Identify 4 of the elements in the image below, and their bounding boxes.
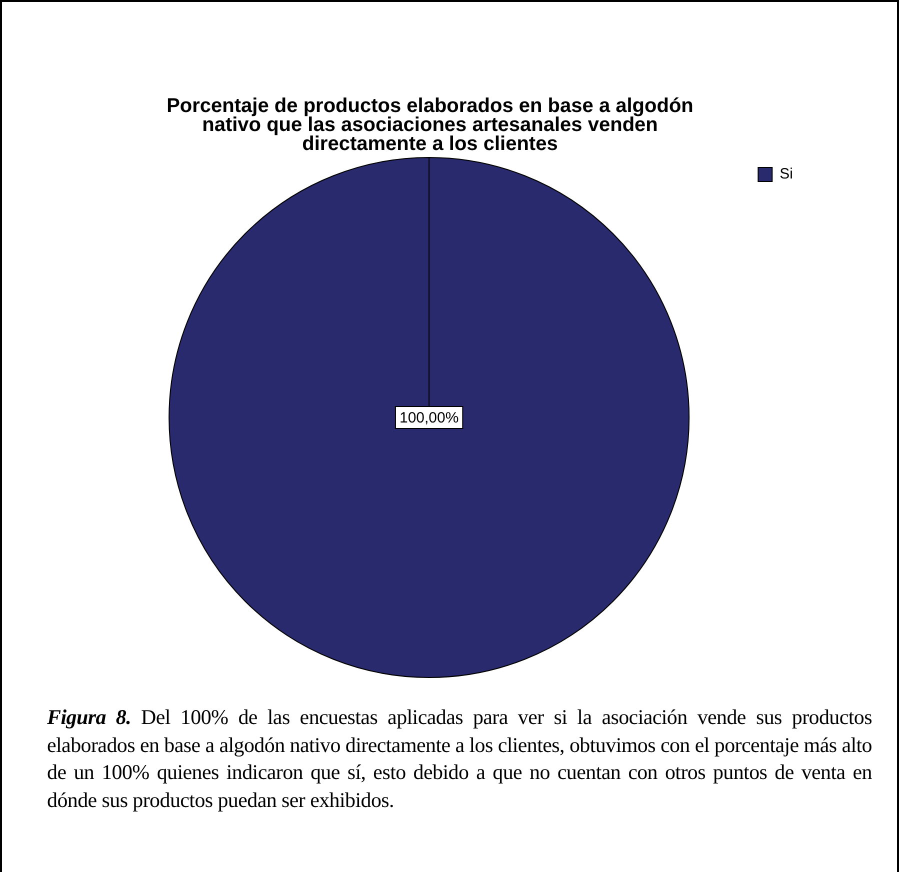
text: Figura 8. Del 100% de las encuestas aplicadas para ver si la asociación vende sus productos elaborados en base a algodón nativo directamente a los clientes, obtuvimos con el porcentaje más alto de un 100% quienes indicaron que sí, esto debido a que no cuentan con otros puntos de venta en dónde sus productos puedan ser exhibidos. — [47, 704, 872, 814]
chart-title: Porcentaje de productos elaborados en base a algodón nativo que las asociaciones artesanales venden directamente a los clientes — [166, 95, 694, 155]
legend-label: Si — [780, 166, 794, 183]
data-label: 100,00% — [399, 410, 459, 427]
